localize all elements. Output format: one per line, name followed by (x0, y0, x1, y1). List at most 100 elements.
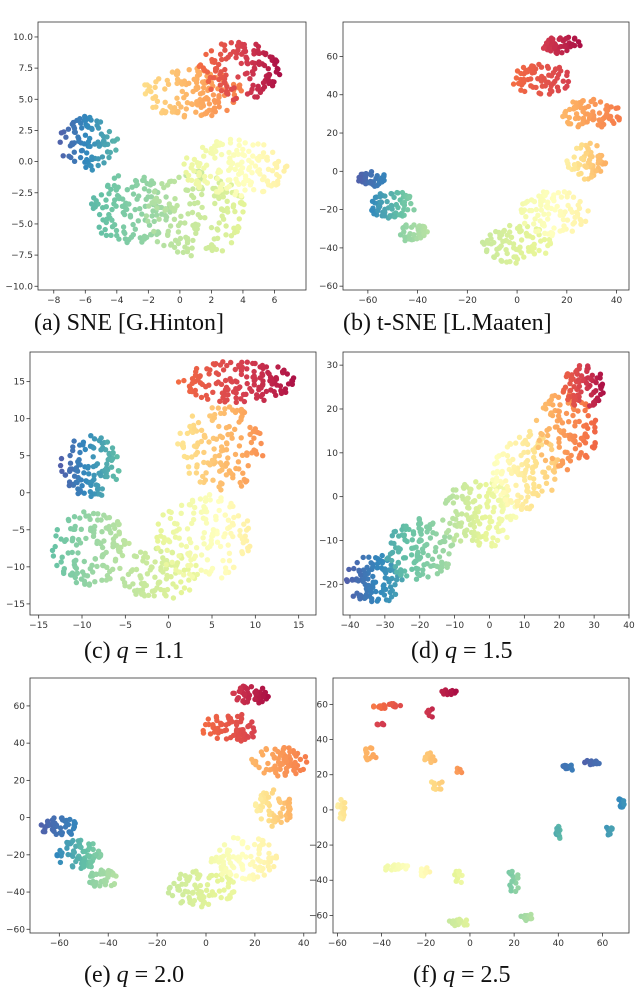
data-point (372, 194, 379, 200)
data-point (272, 816, 278, 822)
data-point (218, 728, 225, 734)
data-point (211, 415, 217, 421)
data-point (212, 58, 218, 64)
data-point (510, 81, 517, 87)
x-tick-label: 30 (588, 621, 600, 631)
data-point (548, 73, 555, 79)
data-point (197, 214, 204, 221)
data-point (198, 427, 205, 433)
data-point (413, 565, 419, 571)
data-point (76, 457, 82, 463)
data-point (67, 466, 74, 472)
data-point (382, 575, 388, 581)
data-point (503, 478, 509, 484)
data-point (193, 392, 199, 398)
data-point (248, 853, 254, 860)
data-point (97, 883, 103, 889)
data-point (533, 417, 540, 424)
data-point (210, 389, 216, 395)
data-point (340, 809, 346, 815)
data-point (374, 173, 380, 179)
data-point (408, 552, 415, 558)
data-point (175, 100, 182, 107)
data-point (374, 721, 380, 728)
data-point (204, 69, 211, 75)
data-point (203, 569, 209, 575)
data-point (466, 516, 472, 523)
data-point (450, 515, 456, 522)
data-point (216, 220, 222, 226)
data-point (426, 712, 432, 719)
data-point (247, 76, 253, 82)
data-point (73, 557, 79, 563)
data-point (567, 387, 574, 394)
data-point (564, 449, 570, 456)
data-point (372, 579, 379, 585)
y-tick-label: 60 (317, 700, 329, 710)
data-point (476, 540, 483, 546)
data-point (106, 211, 112, 218)
data-point (208, 86, 214, 93)
data-point (116, 468, 122, 474)
data-point (244, 380, 250, 387)
data-point (178, 502, 185, 508)
data-point (210, 92, 217, 98)
data-point (223, 722, 229, 728)
data-point (186, 470, 192, 476)
caption-b: (b) t-SNE [L.Maaten] (343, 310, 552, 337)
data-point (82, 113, 88, 120)
data-point (261, 142, 267, 148)
data-point (181, 572, 187, 578)
data-point (571, 398, 577, 404)
x-tick-label: 0 (487, 621, 493, 631)
data-point (184, 454, 190, 461)
data-point (174, 95, 180, 101)
data-point (549, 88, 555, 95)
data-point (198, 552, 205, 558)
data-point (483, 481, 489, 488)
data-point (71, 849, 78, 856)
data-point (360, 567, 367, 573)
data-point (223, 232, 229, 238)
data-point (591, 116, 597, 122)
y-tick-label: −40 (319, 244, 338, 254)
caption-label: (e) (84, 962, 111, 988)
data-point (530, 469, 536, 476)
data-point (70, 535, 76, 542)
data-point (578, 170, 584, 177)
data-point (220, 862, 227, 868)
data-point (233, 465, 239, 472)
axes-frame (342, 351, 630, 616)
data-point (78, 844, 84, 850)
data-point (74, 856, 81, 862)
data-point (226, 404, 233, 410)
data-point (78, 576, 85, 582)
y-tick-label: −60 (6, 925, 25, 935)
data-point (54, 562, 60, 569)
data-point (151, 218, 157, 225)
data-point (78, 120, 84, 126)
data-point (147, 567, 153, 573)
data-point (184, 248, 191, 255)
data-point (477, 534, 484, 540)
data-point (572, 35, 578, 41)
data-point (200, 90, 206, 96)
data-point (388, 202, 395, 209)
data-point (120, 576, 126, 582)
data-point (183, 169, 189, 176)
data-point (164, 77, 170, 84)
data-point (251, 378, 257, 384)
data-point (227, 177, 233, 183)
data-point (219, 56, 225, 63)
data-point (261, 84, 268, 90)
data-point (564, 72, 570, 79)
data-point (163, 565, 169, 572)
data-point (221, 842, 228, 848)
data-point (390, 863, 396, 869)
data-point (444, 530, 450, 536)
data-point (181, 161, 187, 167)
data-point (586, 157, 593, 163)
data-point (507, 222, 513, 229)
scatter-points (356, 34, 622, 266)
